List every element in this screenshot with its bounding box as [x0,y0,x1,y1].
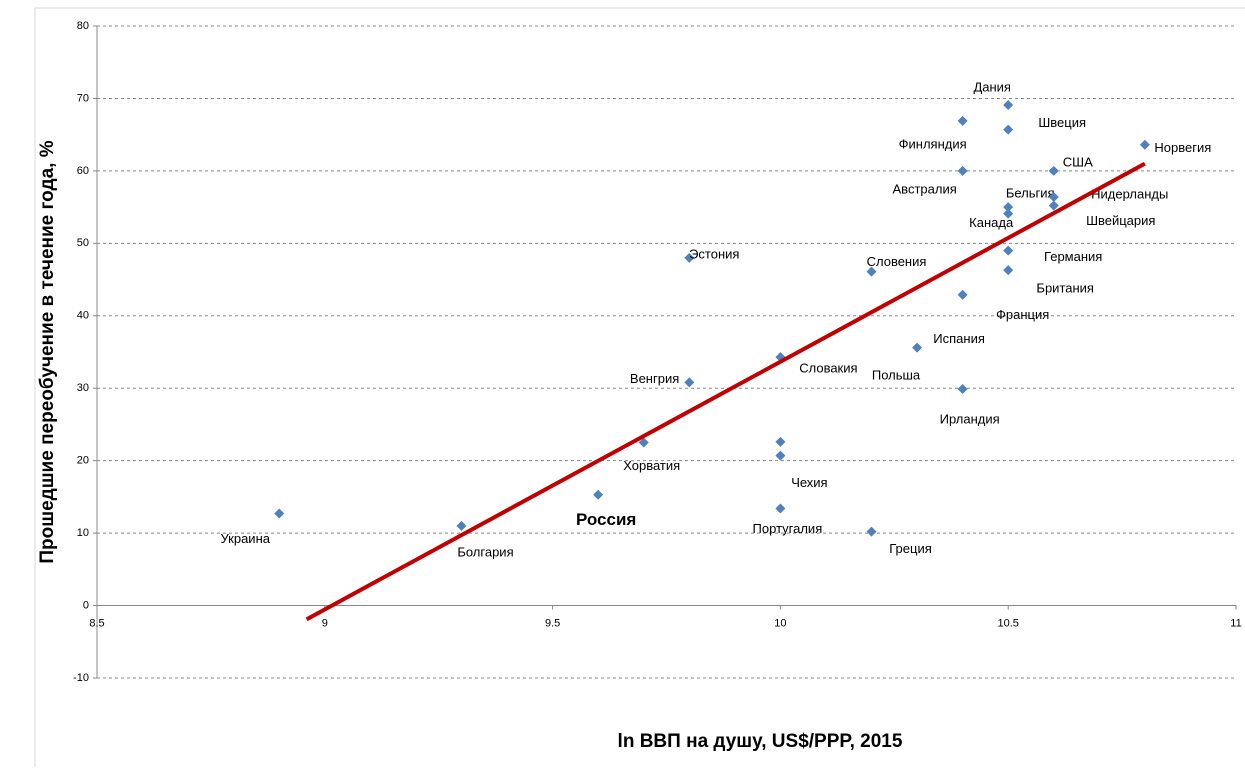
point-label: Франция [996,307,1049,322]
point [1003,245,1014,256]
x-tick-label: 8.5 [89,617,104,629]
y-tick-label: 50 [77,237,89,249]
point [866,266,877,277]
point [456,520,467,531]
point-label: Швейцария [1086,213,1155,228]
point [1048,165,1059,176]
point [912,342,923,353]
y-tick-label: 10 [77,527,89,539]
point-label: Австралия [893,181,957,196]
point [775,450,786,461]
point-label: Бельгия [1006,186,1055,201]
point-label: Украина [220,531,270,546]
point-label: Россия [576,510,636,529]
trend-line [305,161,1146,622]
x-tick-label: 9.5 [545,617,560,629]
point-label: Нидерланды [1091,186,1168,201]
point-label: Швеция [1038,115,1086,130]
point [957,165,968,176]
point-label: Венгрия [630,371,679,386]
point-label: Португалия [753,521,823,536]
point [274,508,285,519]
point-label: Болгария [457,544,513,559]
y-axis-label: Прошедшие переобучение в течение года, % [37,140,58,563]
point [1003,202,1014,213]
point [593,489,604,500]
x-tick-label: 9 [322,617,328,629]
point [1048,200,1059,211]
x-tick-label: 11 [1230,617,1241,629]
point-label: Словакия [799,361,857,376]
y-tick-label: 30 [77,382,89,394]
point [775,436,786,447]
x-axis-label: ln ВВП на душу, US$/PPP, 2015 [618,731,903,752]
y-tick-label: 20 [77,455,89,467]
point [1003,99,1014,110]
point-label: Британия [1036,281,1094,296]
point [957,115,968,126]
point-label: Хорватия [623,458,680,473]
point [775,503,786,514]
point-label: Канада [969,215,1014,230]
annotation: Польша [872,367,921,382]
point-label: Испания [933,331,985,346]
point [1139,139,1150,150]
point [684,252,695,263]
point [1003,124,1014,135]
y-tick-label: 60 [77,165,89,177]
point [638,437,649,448]
point-label: США [1063,154,1093,169]
point [866,526,877,537]
y-tick-label: 40 [77,310,89,322]
point [1003,208,1014,219]
point-label: Дания [973,79,1011,94]
point [1003,265,1014,276]
y-tick-label: -10 [73,672,89,684]
point [1048,191,1059,202]
y-tick-label: 0 [83,599,89,611]
point-label: Норвегия [1154,140,1211,155]
point-label: Ирландия [940,411,1000,426]
point-label: Финляндия [899,136,967,151]
y-tick-label: 80 [77,20,89,32]
point-label: Чехия [791,475,827,490]
point [957,289,968,300]
x-tick-label: 10.5 [997,617,1018,629]
y-tick-label: 70 [77,92,89,104]
point-label: Германия [1044,249,1102,264]
point [957,383,968,394]
point-label: Эстония [689,246,739,261]
x-tick-label: 10 [774,617,786,629]
point [684,377,695,388]
point-label: Словения [867,254,927,269]
point-label: Греция [889,541,932,556]
